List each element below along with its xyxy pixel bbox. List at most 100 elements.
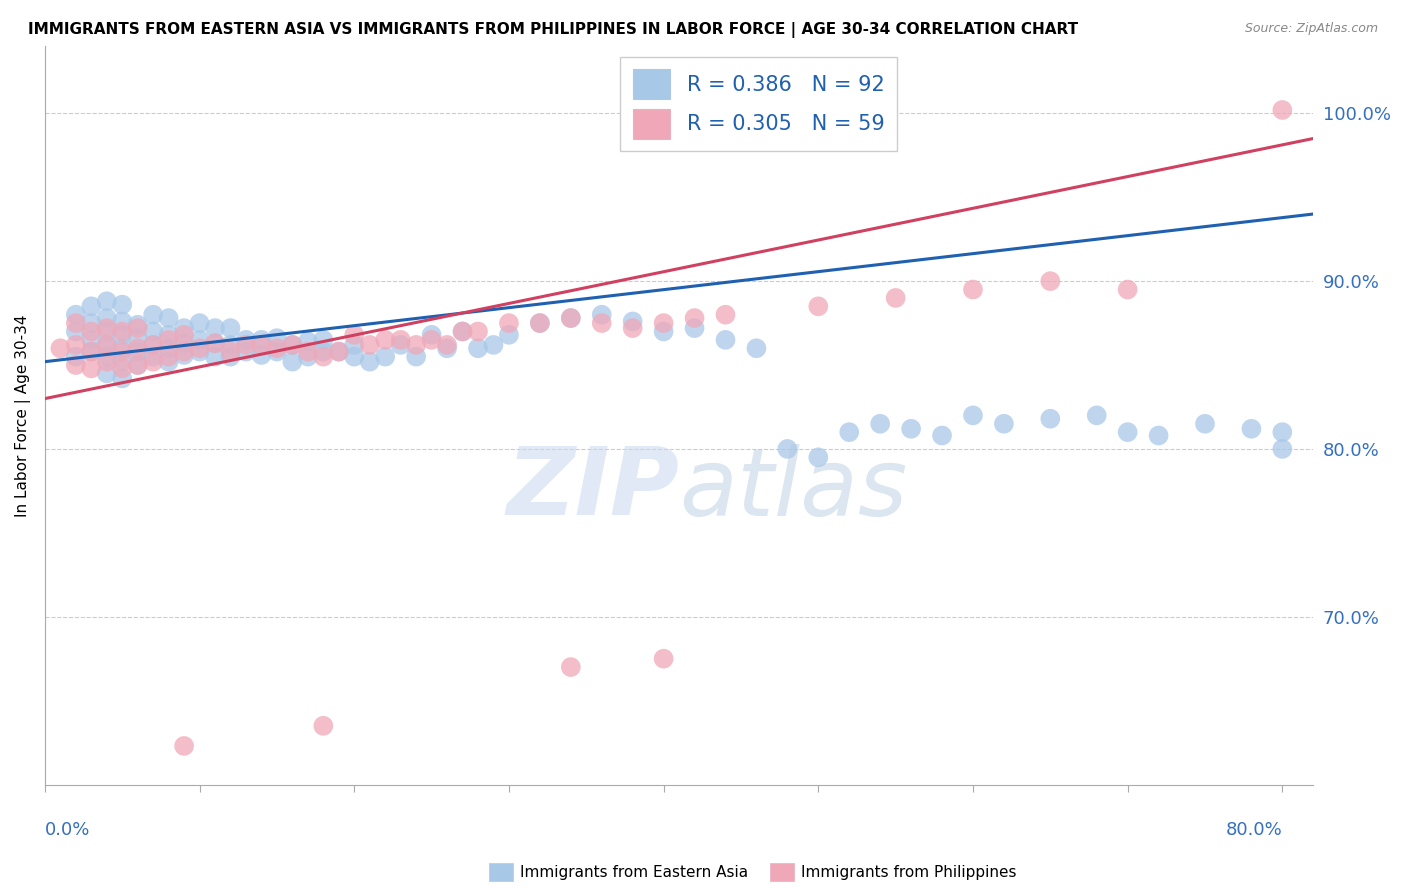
Point bbox=[1271, 442, 1294, 456]
Point bbox=[962, 283, 984, 297]
Point bbox=[1147, 428, 1170, 442]
Point bbox=[250, 333, 273, 347]
Point bbox=[204, 350, 226, 364]
Point bbox=[869, 417, 891, 431]
Point bbox=[420, 327, 443, 342]
Text: Source: ZipAtlas.com: Source: ZipAtlas.com bbox=[1244, 22, 1378, 36]
Point bbox=[96, 311, 118, 326]
Text: ZIP: ZIP bbox=[506, 443, 679, 535]
Point bbox=[173, 348, 195, 362]
Point bbox=[111, 314, 134, 328]
Point bbox=[65, 338, 87, 352]
Point bbox=[529, 316, 551, 330]
Point bbox=[359, 354, 381, 368]
Point bbox=[65, 358, 87, 372]
Point bbox=[127, 318, 149, 332]
Point bbox=[235, 338, 257, 352]
Point bbox=[807, 299, 830, 313]
Point bbox=[80, 344, 103, 359]
Point bbox=[142, 338, 165, 352]
Point bbox=[343, 338, 366, 352]
Y-axis label: In Labor Force | Age 30-34: In Labor Force | Age 30-34 bbox=[15, 314, 31, 516]
Point bbox=[111, 344, 134, 359]
Point bbox=[173, 344, 195, 359]
Point bbox=[560, 311, 582, 326]
Point bbox=[884, 291, 907, 305]
Point bbox=[343, 350, 366, 364]
Point bbox=[111, 371, 134, 385]
Point bbox=[776, 442, 799, 456]
Point bbox=[188, 341, 211, 355]
Point bbox=[1039, 274, 1062, 288]
Point bbox=[250, 338, 273, 352]
Point bbox=[312, 350, 335, 364]
Point bbox=[993, 417, 1015, 431]
Point bbox=[374, 350, 396, 364]
Point bbox=[65, 325, 87, 339]
Point bbox=[838, 425, 860, 439]
Point bbox=[157, 333, 180, 347]
Point bbox=[807, 450, 830, 465]
Text: 80.0%: 80.0% bbox=[1226, 822, 1282, 839]
Point bbox=[745, 341, 768, 355]
Point bbox=[931, 428, 953, 442]
Point bbox=[173, 327, 195, 342]
Point bbox=[142, 338, 165, 352]
Point bbox=[312, 719, 335, 733]
Point bbox=[482, 338, 505, 352]
Point bbox=[683, 311, 706, 326]
Point bbox=[266, 344, 288, 359]
Point bbox=[560, 311, 582, 326]
Text: Immigrants from Philippines: Immigrants from Philippines bbox=[801, 865, 1017, 880]
Point bbox=[111, 361, 134, 376]
Point bbox=[80, 299, 103, 313]
Point bbox=[188, 316, 211, 330]
Point bbox=[142, 325, 165, 339]
Point bbox=[142, 354, 165, 368]
Point bbox=[498, 327, 520, 342]
Point bbox=[173, 321, 195, 335]
Point bbox=[591, 308, 613, 322]
Point bbox=[157, 327, 180, 342]
Point bbox=[1116, 425, 1139, 439]
Text: IMMIGRANTS FROM EASTERN ASIA VS IMMIGRANTS FROM PHILIPPINES IN LABOR FORCE | AGE: IMMIGRANTS FROM EASTERN ASIA VS IMMIGRAN… bbox=[28, 22, 1078, 38]
Point bbox=[96, 354, 118, 368]
Point bbox=[80, 316, 103, 330]
Point bbox=[96, 294, 118, 309]
Point bbox=[389, 338, 412, 352]
Point bbox=[111, 327, 134, 342]
Point bbox=[111, 354, 134, 368]
Point bbox=[65, 350, 87, 364]
Point bbox=[359, 338, 381, 352]
Point bbox=[96, 367, 118, 381]
Text: Immigrants from Eastern Asia: Immigrants from Eastern Asia bbox=[520, 865, 748, 880]
Point bbox=[204, 321, 226, 335]
Point bbox=[266, 341, 288, 355]
Point bbox=[235, 333, 257, 347]
Point bbox=[65, 316, 87, 330]
Point bbox=[962, 409, 984, 423]
Point bbox=[65, 308, 87, 322]
Point bbox=[436, 338, 458, 352]
Point bbox=[467, 341, 489, 355]
Point bbox=[436, 341, 458, 355]
Point bbox=[127, 331, 149, 345]
Point bbox=[420, 333, 443, 347]
Point bbox=[173, 739, 195, 753]
Point bbox=[127, 358, 149, 372]
Point bbox=[405, 338, 427, 352]
Text: 0.0%: 0.0% bbox=[45, 822, 90, 839]
Point bbox=[652, 651, 675, 665]
Text: atlas: atlas bbox=[679, 443, 907, 534]
Point bbox=[96, 338, 118, 352]
Point bbox=[219, 344, 242, 359]
Point bbox=[900, 422, 922, 436]
Point bbox=[529, 316, 551, 330]
Point bbox=[312, 344, 335, 359]
Point bbox=[111, 325, 134, 339]
Point bbox=[621, 314, 644, 328]
Point bbox=[49, 341, 72, 355]
Point bbox=[173, 336, 195, 351]
Point bbox=[157, 350, 180, 364]
Point bbox=[297, 344, 319, 359]
